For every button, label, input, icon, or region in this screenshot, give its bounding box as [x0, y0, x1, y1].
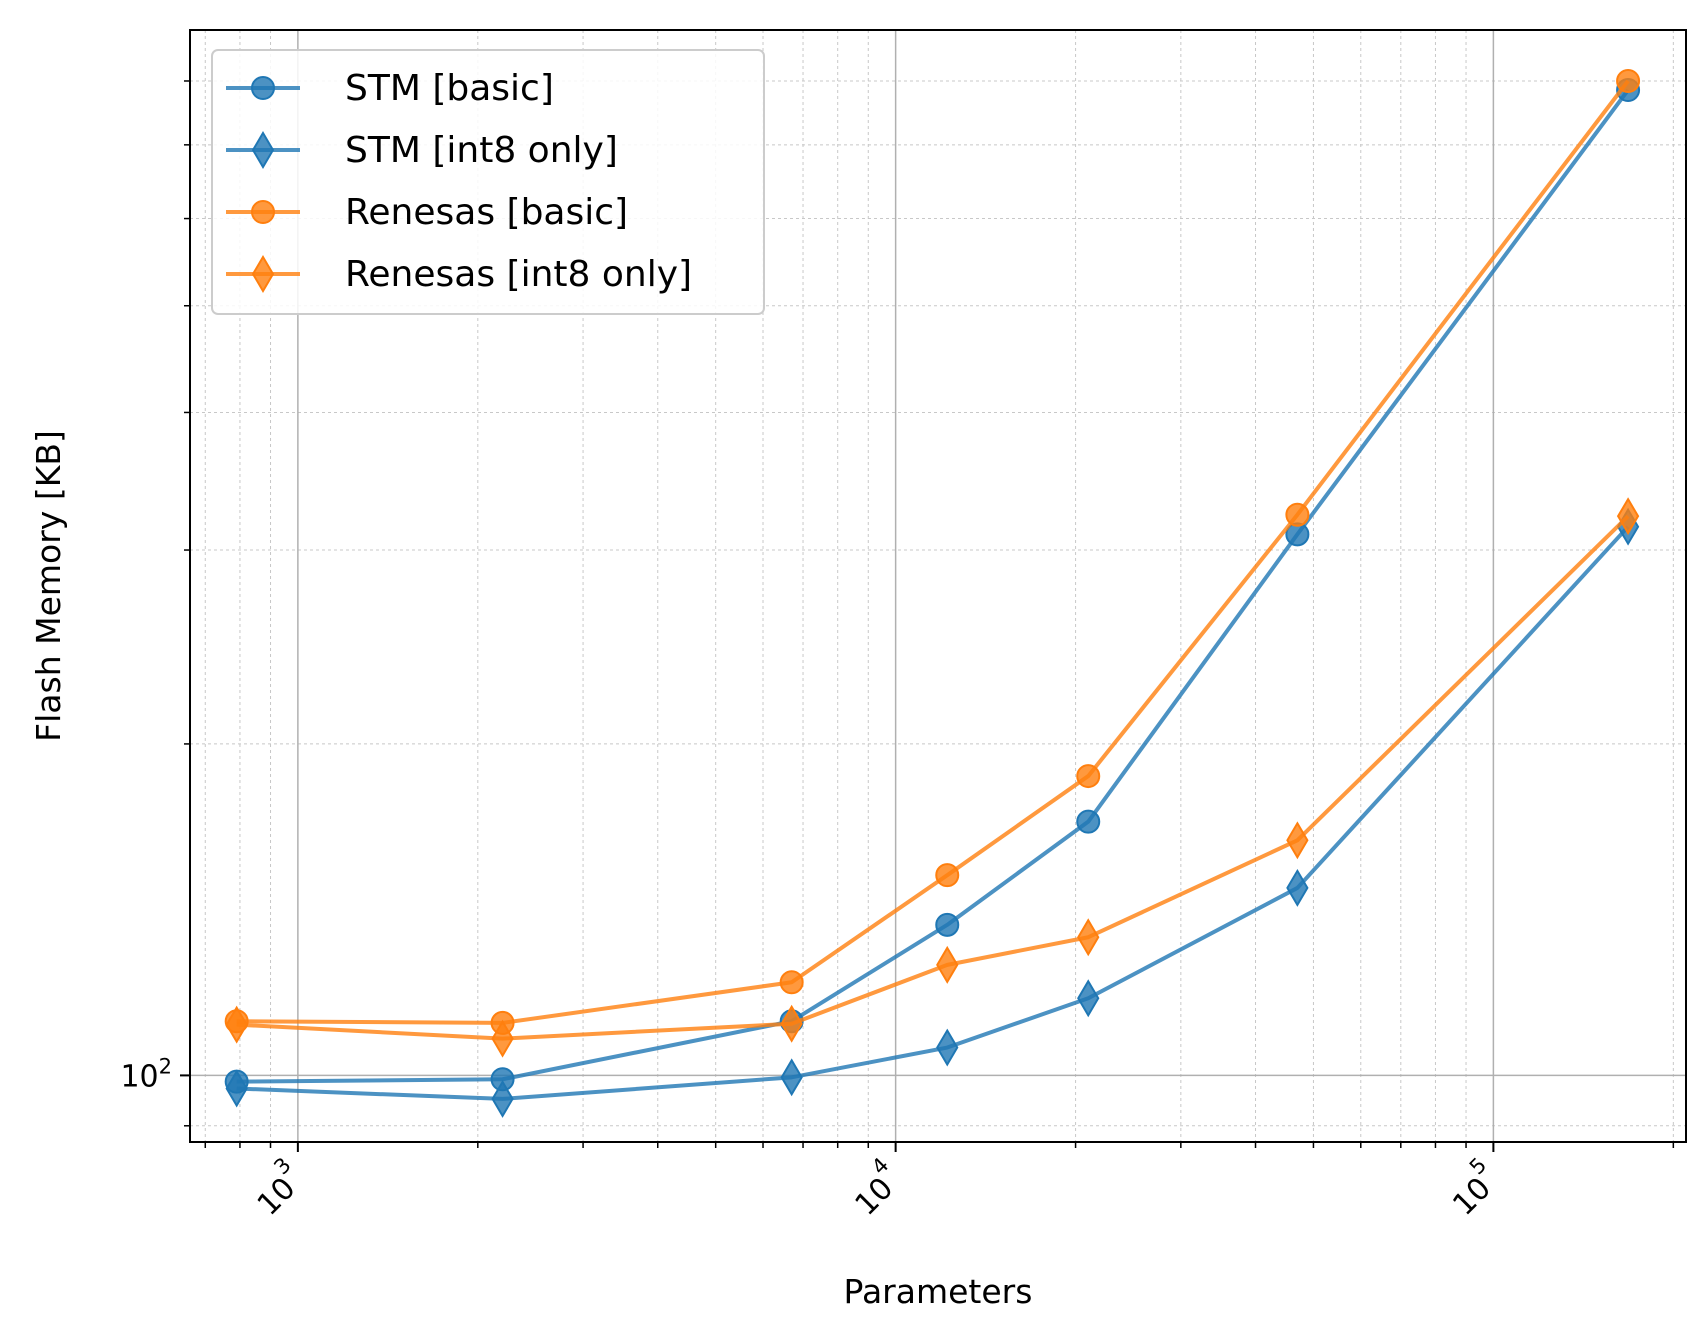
data-point — [1616, 497, 1640, 536]
data-point — [225, 1005, 248, 1044]
legend-marker — [251, 131, 275, 169]
data-point — [1076, 809, 1101, 834]
y-axis-ticks: 102 — [120, 80, 190, 1127]
data-point — [780, 1004, 803, 1043]
minor-grid — [190, 30, 1686, 1142]
legend-entries: STM [basic] STM [int8 only] Renesas [basic… — [226, 68, 692, 295]
data-point — [1616, 68, 1641, 93]
data-point — [491, 1079, 514, 1118]
legend-label: STM [int8 only] — [345, 130, 618, 171]
data-point — [935, 863, 960, 888]
data-point — [779, 970, 804, 995]
y-tick-label: 102 — [120, 1054, 172, 1094]
data-point — [491, 1019, 514, 1058]
data-point — [1077, 979, 1100, 1018]
legend-label: Renesas [int8 only] — [345, 254, 692, 295]
series-stm-int8-only — [225, 507, 1640, 1118]
data-point — [225, 1069, 248, 1108]
data-point — [1285, 502, 1310, 527]
data-point — [780, 1058, 803, 1097]
data-point — [936, 1028, 959, 1067]
legend-box — [211, 49, 765, 315]
legend-label: STM [basic] — [345, 68, 554, 109]
series-layer — [224, 68, 1641, 1118]
legend-marker — [251, 200, 275, 224]
data-point — [1286, 868, 1309, 907]
x-axis-label: Parameters — [844, 1272, 1033, 1311]
plot-frame — [189, 29, 1687, 1143]
data-point — [935, 912, 960, 937]
legend-marker — [251, 255, 275, 293]
legend-entry: Renesas [int8 only] — [226, 254, 692, 295]
legend-marker — [251, 76, 275, 100]
data-point — [1286, 821, 1309, 860]
legend-entry: Renesas [basic] — [226, 192, 628, 233]
legend: STM [basic] STM [int8 only] Renesas [basic… — [211, 49, 765, 315]
series-renesas-int8-only — [225, 497, 1640, 1058]
legend-entry: STM [basic] — [226, 68, 554, 109]
y-axis-label: Flash Memory [KB] — [29, 430, 68, 742]
data-point — [936, 945, 959, 984]
legend-entry: STM [int8 only] — [226, 130, 618, 171]
data-point — [1076, 764, 1101, 789]
legend-label: Renesas [basic] — [345, 192, 628, 233]
data-point — [1077, 918, 1100, 957]
